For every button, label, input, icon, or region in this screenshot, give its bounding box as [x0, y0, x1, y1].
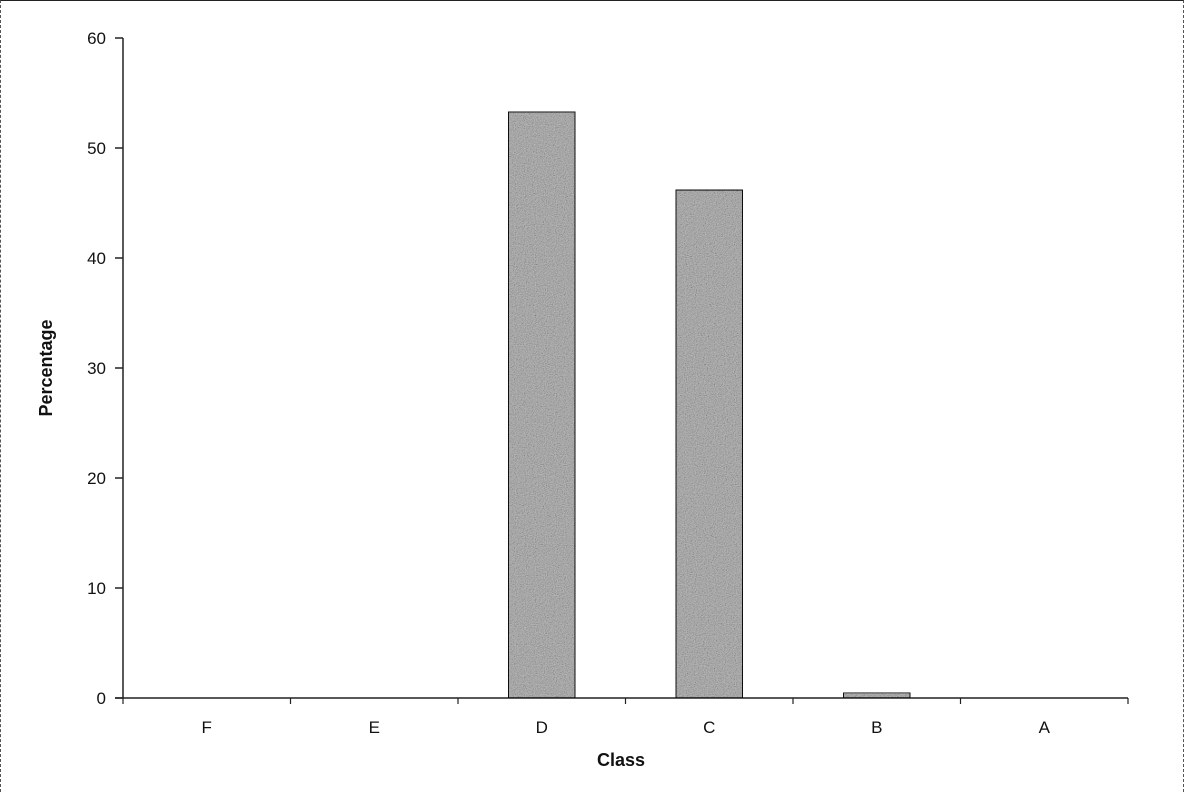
y-tick-label: 10 [87, 579, 106, 598]
x-tick-label: F [202, 718, 212, 737]
y-tick-label: 40 [87, 249, 106, 268]
bars [507, 110, 911, 699]
y-tick-label: 60 [87, 29, 106, 48]
x-axis-title: Class [597, 750, 645, 770]
y-tick-label: 50 [87, 139, 106, 158]
bar-d [507, 110, 576, 699]
x-tick-label: A [1039, 718, 1051, 737]
y-axis-ticks: 0 10 20 30 40 50 60 [87, 29, 123, 708]
bar-c [675, 189, 744, 699]
y-axis-title: Percentage [36, 319, 56, 416]
bar-b [842, 691, 911, 699]
x-tick-label: C [703, 718, 715, 737]
plot-area: 0 10 20 30 40 50 60 F E D C B A [87, 29, 1129, 737]
x-tick-label: D [536, 718, 548, 737]
x-tick-label: E [369, 718, 380, 737]
y-tick-label: 30 [87, 359, 106, 378]
y-tick-label: 0 [97, 689, 106, 708]
y-tick-label: 20 [87, 469, 106, 488]
x-tick-label: B [871, 718, 882, 737]
